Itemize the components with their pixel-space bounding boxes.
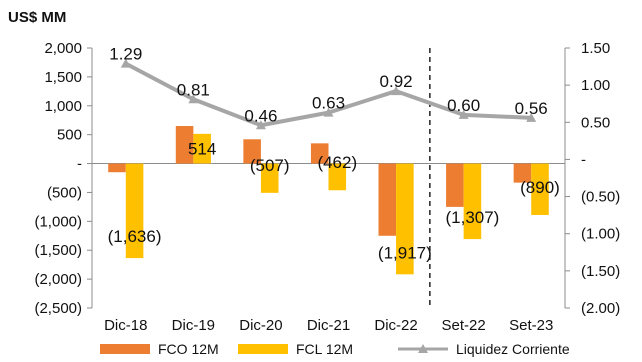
- legend-marker: [418, 344, 428, 353]
- y-left-tick-label: 2,000: [44, 40, 82, 57]
- fcl-data-label: (507): [250, 156, 290, 175]
- y-left-tick-label: (2,000): [34, 271, 82, 288]
- y-right-tick-label: 1.50: [581, 40, 610, 57]
- fco-bar: [108, 163, 126, 173]
- y-right-tick-label: 0.50: [581, 114, 610, 131]
- fcl-data-label: (1,636): [108, 227, 162, 246]
- legend: FCO 12M FCL 12M Liquidez Corriente: [100, 341, 570, 357]
- legend-label: Liquidez Corriente: [456, 341, 570, 357]
- liquidity-marker: [458, 109, 469, 119]
- liquidity-marker: [323, 107, 334, 117]
- y-left-tick-label: (1,500): [34, 242, 82, 259]
- fcl-data-label: (1,307): [445, 208, 499, 227]
- y-right-tick-label: 1.00: [581, 77, 610, 94]
- x-tick-label: Dic-20: [239, 317, 282, 334]
- fcl-data-label: (462): [317, 153, 357, 172]
- y-left-tick-label: -: [77, 156, 82, 173]
- x-tick-label: Dic-22: [374, 317, 417, 334]
- legend-swatch: [100, 344, 150, 354]
- fco-bar: [513, 163, 532, 183]
- liquidity-data-label: 1.29: [109, 45, 142, 64]
- x-tick-label: Dic-18: [104, 317, 147, 334]
- y-left-tick-label: (1,000): [34, 213, 82, 230]
- liquidity-line: [120, 58, 537, 130]
- liquidity-marker: [526, 112, 537, 122]
- axes: 2,000 1,500 1,000 500 - (500) (1,000) (1,500) (2…: [34, 40, 620, 334]
- fco-bar: [243, 139, 261, 164]
- y-right-tick-label: (1.00): [581, 226, 620, 243]
- fcl-data-label: (1,917): [378, 243, 432, 262]
- legend-swatch: [238, 344, 288, 354]
- y-left-tick-label: 1,500: [44, 69, 82, 86]
- x-tick-label: Dic-21: [307, 317, 350, 334]
- fcl-bar: [260, 163, 279, 193]
- liquidity-data-label: 0.81: [177, 80, 210, 99]
- liquidity-data-label: 0.92: [380, 72, 413, 91]
- y-left-tick-label: (2,500): [34, 300, 82, 317]
- x-tick-label: Set-22: [442, 317, 486, 334]
- x-tick-label: Set-23: [509, 317, 553, 334]
- fcl-data-label: (890): [520, 178, 560, 197]
- liquidity-marker: [188, 94, 199, 104]
- liquidity-marker: [120, 58, 131, 68]
- fcl-bar: [463, 163, 482, 240]
- liquidity-data-label: 0.46: [244, 106, 277, 125]
- fcl-bar: [531, 163, 549, 215]
- y-right-tick-label: (0.50): [581, 189, 620, 206]
- fcl-data-label: 514: [188, 140, 216, 159]
- fcl-bar: [125, 163, 144, 259]
- fcl-bar: [396, 163, 414, 275]
- legend-label: FCO 12M: [158, 341, 219, 357]
- legend-label: FCL 12M: [296, 341, 353, 357]
- y-left-tick-label: (500): [47, 184, 82, 201]
- unit-label: US$ MM: [8, 9, 66, 26]
- liquidity-marker: [255, 120, 266, 130]
- liquidity-marker: [391, 86, 402, 96]
- data-labels: (1,636) 514 (507) (462) (1,917) (1,307) (890) 1…: [108, 45, 560, 263]
- fco-bar: [175, 126, 194, 164]
- fcl-bar: [328, 163, 347, 191]
- liquidity-data-label: 0.60: [447, 96, 480, 115]
- y-right-tick-label: -: [581, 151, 586, 168]
- fcl-bar: [193, 133, 211, 164]
- x-tick-label: Dic-19: [172, 317, 215, 334]
- liquidity-data-label: 0.63: [312, 94, 345, 113]
- fco-bar: [378, 163, 397, 236]
- liquidity-data-label: 0.56: [515, 99, 548, 118]
- bars: [108, 126, 549, 275]
- fco-bar: [446, 163, 464, 207]
- fco-bar: [310, 143, 329, 164]
- y-left-tick-label: 1,000: [44, 98, 82, 115]
- y-right-tick-label: (2.00): [581, 300, 620, 317]
- y-right-tick-label: (1.50): [581, 263, 620, 280]
- y-left-tick-label: 500: [57, 127, 82, 144]
